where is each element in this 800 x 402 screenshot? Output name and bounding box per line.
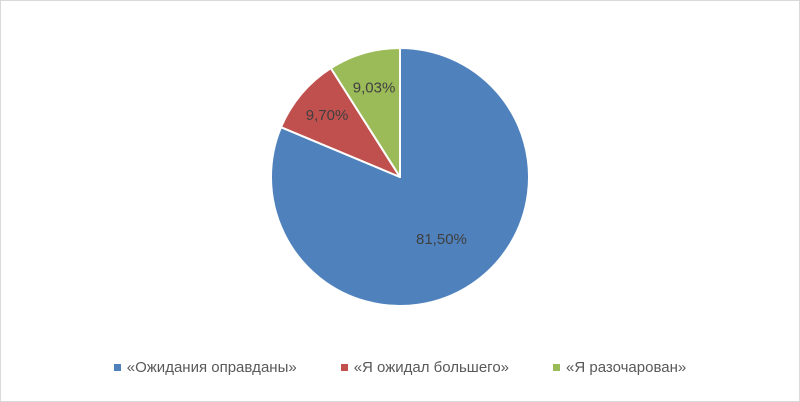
legend-label-1: «Я ожидал большего» — [353, 359, 510, 376]
legend-swatch-1 — [340, 364, 348, 371]
legend-label-0: «Ожидания оправданы» — [126, 359, 297, 376]
pie-slice-1 — [280, 67, 401, 178]
legend-item-2: «Я разочарован» — [553, 359, 686, 376]
legend-label-2: «Я разочарован» — [566, 359, 687, 376]
data-label-1: 9,70% — [306, 107, 349, 124]
legend: «Ожидания оправданы» «Я ожидал большего»… — [1, 359, 799, 376]
legend-item-0: «Ожидания оправданы» — [113, 359, 297, 376]
legend-swatch-2 — [553, 364, 561, 371]
legend-item-1: «Я ожидал большего» — [340, 359, 510, 376]
data-label-0: 81,50% — [416, 231, 467, 248]
pie-slice-2 — [329, 47, 401, 178]
pie-slices — [270, 47, 530, 307]
data-label-2: 9,03% — [353, 79, 396, 96]
legend-swatch-0 — [113, 364, 121, 371]
pie-data-labels: 81,50% 9,70%9,03% — [306, 79, 467, 247]
